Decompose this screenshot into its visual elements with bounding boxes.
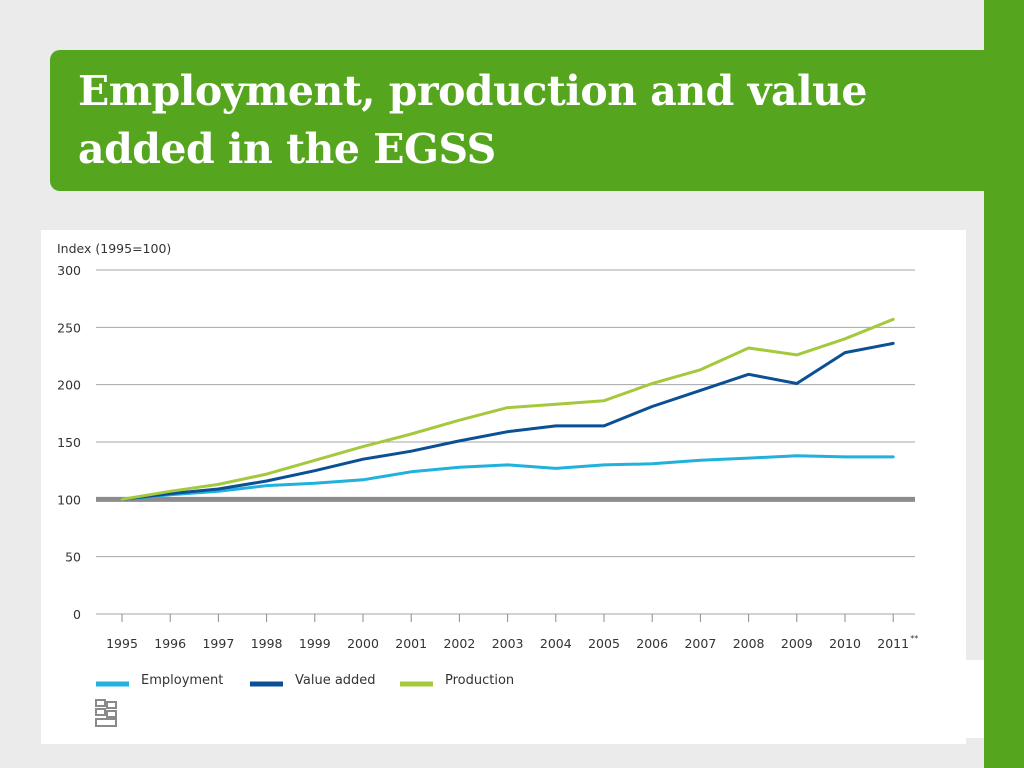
- x-tick-label: 1997: [202, 636, 234, 651]
- x-footnote-marker: **: [910, 634, 918, 643]
- x-tick-label: 2005: [588, 636, 620, 651]
- x-tick-label: 2006: [636, 636, 668, 651]
- x-tick-label: 2001: [395, 636, 427, 651]
- legend-label: Value added: [295, 673, 376, 688]
- series-line-value-added: [120, 341, 895, 501]
- y-tick-label: 300: [57, 263, 81, 278]
- slide-title: Employment, production and value added i…: [78, 67, 868, 173]
- x-tick-label: 2000: [347, 636, 379, 651]
- x-tick-label: 2003: [492, 636, 524, 651]
- x-tick-label: 2007: [684, 636, 716, 651]
- y-tick-label: 250: [57, 320, 81, 335]
- y-tick-label: 0: [73, 607, 81, 622]
- x-tick-label: 1999: [299, 636, 331, 651]
- right-accent-bar: [984, 0, 1024, 768]
- y-tick-label: 100: [57, 492, 81, 507]
- x-tick-label: 1996: [154, 636, 186, 651]
- line-chart: Index (1995=100) 0 50 100 150 200 250 300 1995…: [57, 241, 918, 727]
- chart-panel-extension: [965, 660, 984, 738]
- x-tick-label: 2008: [733, 636, 765, 651]
- chart-panel: Index (1995=100) 0 50 100 150 200 250 300 1995…: [41, 230, 966, 744]
- title-banner: Employment, production and value added i…: [50, 50, 984, 191]
- series-lines: [120, 317, 895, 501]
- x-tick-label: 2011: [877, 636, 909, 651]
- legend-label: Production: [445, 673, 514, 688]
- y-tick-label: 150: [57, 435, 81, 450]
- x-tick-labels: 1995 1996 1997 1998 1999 2000 2001 2002 2003 2004…: [106, 614, 918, 651]
- cbs-logo-icon: [95, 699, 117, 727]
- x-tick-label: 2002: [443, 636, 475, 651]
- legend: Employment Value added Production: [96, 673, 514, 688]
- y-axis-label: Index (1995=100): [57, 241, 171, 256]
- x-tick-label: 1998: [251, 636, 283, 651]
- y-tick-label: 50: [65, 550, 81, 565]
- y-tick-labels: 0 50 100 150 200 250 300: [57, 263, 81, 622]
- grid-lines: [96, 269, 915, 615]
- legend-label: Employment: [141, 673, 223, 688]
- x-tick-label: 2009: [781, 636, 813, 651]
- x-tick-label: 2004: [540, 636, 572, 651]
- x-tick-label: 1995: [106, 636, 138, 651]
- series-line-production: [120, 317, 895, 501]
- y-tick-label: 200: [57, 378, 81, 393]
- series-line-employment: [120, 454, 895, 501]
- x-tick-label: 2010: [829, 636, 861, 651]
